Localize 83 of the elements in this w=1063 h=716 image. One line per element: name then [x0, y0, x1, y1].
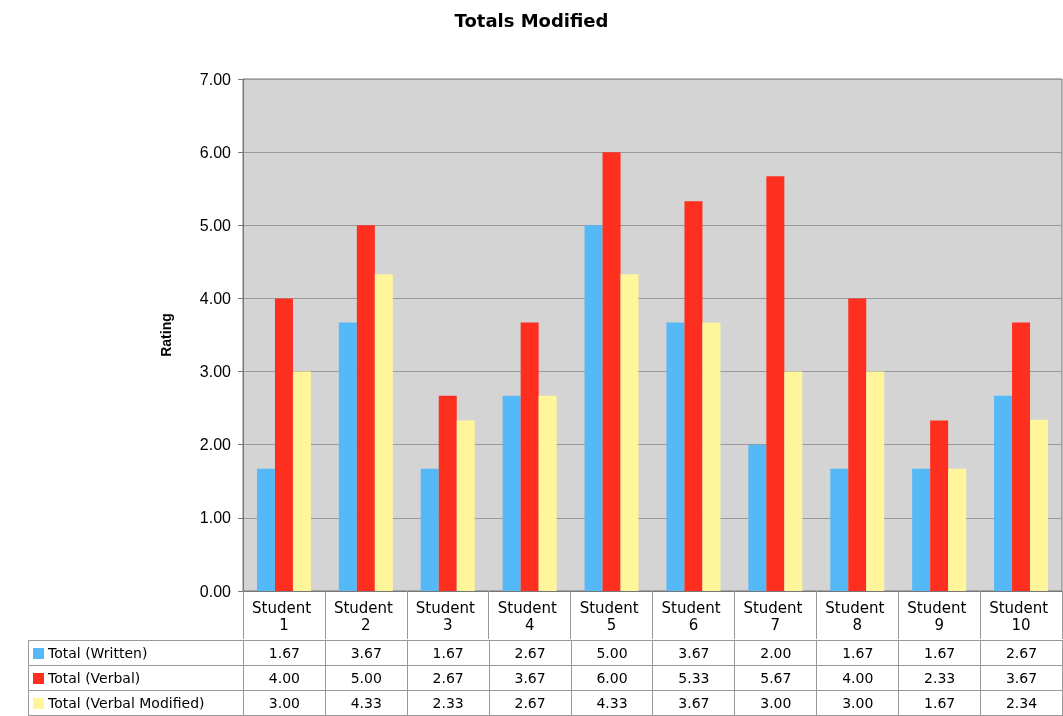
chart-title: Totals Modified — [454, 9, 609, 31]
data-label: 4.33 — [571, 690, 653, 716]
bar — [456, 420, 475, 591]
data-label: 2.34 — [980, 690, 1063, 716]
bar — [866, 371, 885, 591]
data-label: 1.67 — [898, 640, 981, 666]
bar — [292, 371, 311, 591]
x-tick-label: Student 5 — [579, 598, 644, 634]
bar — [830, 468, 849, 591]
data-label: 2.67 — [980, 640, 1063, 666]
data-label: 4.00 — [243, 665, 326, 691]
data-label: 3.00 — [816, 690, 899, 716]
x-tick-label: Student 10 — [989, 598, 1053, 634]
bar — [684, 201, 703, 591]
data-label: 3.67 — [652, 640, 735, 666]
bar — [912, 468, 931, 591]
data-label: 1.67 — [243, 640, 326, 666]
bar — [702, 322, 721, 591]
data-label: 4.00 — [816, 665, 899, 691]
bar — [584, 225, 603, 591]
data-label: 6.00 — [571, 665, 653, 691]
bar — [520, 322, 539, 591]
bar — [602, 152, 621, 591]
bar — [420, 468, 439, 591]
bar — [256, 468, 275, 591]
bar — [538, 395, 557, 591]
y-axis-title: Rating — [158, 313, 174, 357]
legend-label: Total (Verbal Modified) — [28, 690, 244, 716]
bar — [438, 395, 457, 591]
x-tick-label: Student 7 — [743, 598, 808, 634]
bar — [848, 298, 867, 591]
bar — [948, 468, 967, 591]
x-tick-label: Student 8 — [825, 598, 890, 634]
bar — [994, 395, 1013, 591]
x-tick-label: Student 1 — [252, 598, 316, 634]
data-label: 1.67 — [816, 640, 899, 666]
bar — [766, 176, 785, 591]
bar — [338, 322, 357, 591]
data-label: 3.00 — [243, 690, 326, 716]
x-tick-label: Student 2 — [333, 598, 398, 634]
bar — [502, 395, 521, 591]
data-label: 4.33 — [325, 690, 408, 716]
y-tick-label: 6.00 — [199, 143, 232, 161]
y-tick-label: 7.00 — [199, 70, 232, 88]
data-label: 1.67 — [898, 690, 981, 716]
data-label: 2.00 — [734, 640, 817, 666]
y-tick-label: 0.00 — [199, 582, 232, 600]
legend-label: Total (Written) — [28, 640, 244, 666]
data-label: 2.67 — [489, 690, 572, 716]
bar — [748, 444, 767, 591]
bar — [930, 420, 949, 591]
bar — [274, 298, 293, 591]
x-tick-label: Student 9 — [907, 598, 972, 634]
data-label: 2.33 — [898, 665, 981, 691]
data-label: 2.67 — [407, 665, 490, 691]
x-tick-label: Student 3 — [415, 598, 480, 634]
data-label: 3.67 — [652, 690, 735, 716]
data-label: 3.67 — [980, 665, 1063, 691]
y-tick-label: 4.00 — [199, 289, 232, 307]
bar — [374, 274, 393, 591]
y-tick-label: 2.00 — [199, 436, 232, 454]
data-label: 3.67 — [489, 665, 572, 691]
data-label: 2.67 — [489, 640, 572, 666]
x-tick-label: Student 4 — [497, 598, 562, 634]
x-tick-label: Student 6 — [661, 598, 726, 634]
data-label: 5.67 — [734, 665, 817, 691]
data-label: 5.00 — [325, 665, 408, 691]
data-label: 3.67 — [325, 640, 408, 666]
bar — [1012, 322, 1031, 591]
data-label: 2.33 — [407, 690, 490, 716]
y-tick-label: 3.00 — [199, 363, 232, 381]
bar — [784, 371, 803, 591]
data-label: 1.67 — [407, 640, 490, 666]
y-tick-label: 1.00 — [199, 509, 232, 527]
data-label: 5.33 — [652, 665, 735, 691]
data-label: 3.00 — [734, 690, 817, 716]
legend-label: Total (Verbal) — [28, 665, 244, 691]
bar — [666, 322, 685, 591]
data-label: 5.00 — [571, 640, 653, 666]
bar — [620, 274, 639, 591]
bar — [356, 225, 375, 591]
bar — [1030, 419, 1049, 591]
y-tick-label: 5.00 — [199, 216, 232, 234]
